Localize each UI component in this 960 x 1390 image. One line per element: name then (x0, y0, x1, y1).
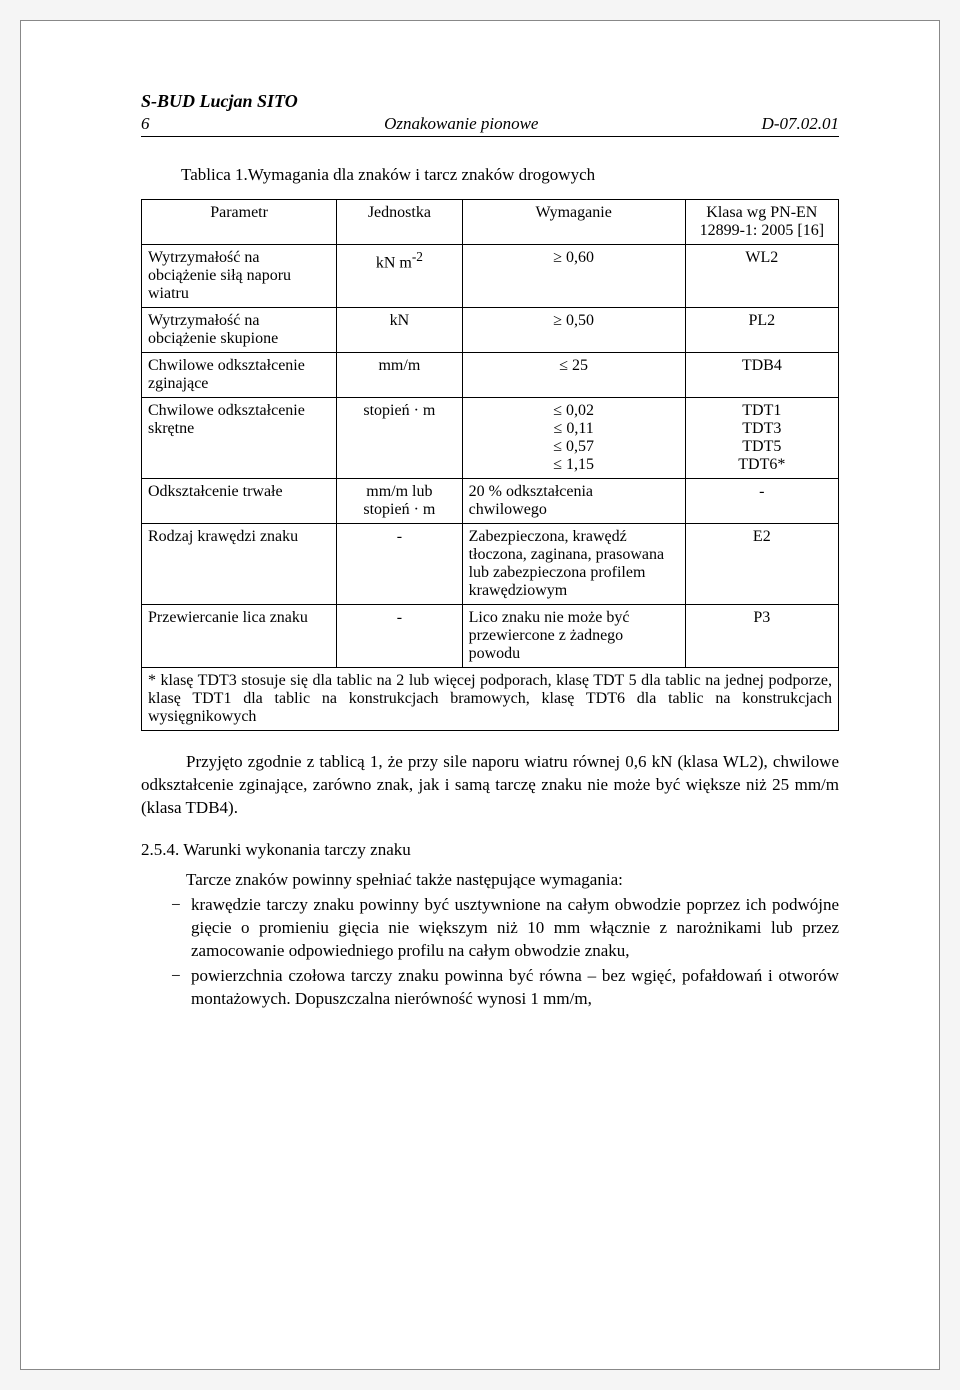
cell-class: TDT1TDT3TDT5TDT6* (685, 398, 838, 479)
cell-unit: - (337, 524, 462, 605)
list-intro: Tarcze znaków powinny spełniać także nas… (141, 870, 839, 890)
cell-req: ≤ 25 (462, 353, 685, 398)
requirements-list: krawędzie tarczy znaku powinny być uszty… (141, 894, 839, 1011)
table-caption: Tablica 1.Wymagania dla znaków i tarcz z… (181, 165, 839, 185)
cell-unit: mm/m lubstopień · m (337, 479, 462, 524)
table-row: Wytrzymałość na obciążenie siłą naporu w… (142, 245, 839, 308)
table-row: Przewiercanie lica znaku - Lico znaku ni… (142, 605, 839, 668)
doc-code: D-07.02.01 (762, 114, 839, 134)
table-row: Wytrzymałość na obciążenie skupione kN ≥… (142, 308, 839, 353)
table-footnote: * klasę TDT3 stosuje się dla tablic na 2… (142, 668, 839, 731)
cell-class: - (685, 479, 838, 524)
cell-req: Lico znaku nie może być przewiercone z ż… (462, 605, 685, 668)
cell-req: ≤ 0,02≤ 0,11≤ 0,57≤ 1,15 (462, 398, 685, 479)
cell-param: Przewiercanie lica znaku (142, 605, 337, 668)
page-number: 6 (141, 114, 161, 134)
col-unit: Jednostka (337, 200, 462, 245)
cell-param: Chwilowe odkształcenie zginające (142, 353, 337, 398)
table-row: Chwilowe odkształcenie skrętne stopień ·… (142, 398, 839, 479)
list-item: krawędzie tarczy znaku powinny być uszty… (141, 894, 839, 963)
cell-unit: - (337, 605, 462, 668)
document-page: S-BUD Lucjan SITO 6 Oznakowanie pionowe … (20, 20, 940, 1370)
cell-unit: kN (337, 308, 462, 353)
requirements-table: Parametr Jednostka Wymaganie Klasa wg PN… (141, 199, 839, 731)
page-header: S-BUD Lucjan SITO 6 Oznakowanie pionowe … (141, 91, 839, 137)
list-item: powierzchnia czołowa tarczy znaku powinn… (141, 965, 839, 1011)
cell-param: Wytrzymałość na obciążenie skupione (142, 308, 337, 353)
cell-req: ≥ 0,60 (462, 245, 685, 308)
cell-param: Chwilowe odkształcenie skrętne (142, 398, 337, 479)
cell-param: Wytrzymałość na obciążenie siłą naporu w… (142, 245, 337, 308)
company-name: S-BUD Lucjan SITO (141, 91, 839, 112)
table-header-row: Parametr Jednostka Wymaganie Klasa wg PN… (142, 200, 839, 245)
cell-req: Zabezpieczona, krawędź tłoczona, zaginan… (462, 524, 685, 605)
cell-class: PL2 (685, 308, 838, 353)
col-req: Wymaganie (462, 200, 685, 245)
cell-req: ≥ 0,50 (462, 308, 685, 353)
paragraph-1: Przyjęto zgodnie z tablicą 1, że przy si… (141, 751, 839, 820)
col-class: Klasa wg PN-EN 12899-1: 2005 [16] (685, 200, 838, 245)
cell-param: Rodzaj krawędzi znaku (142, 524, 337, 605)
doc-title: Oznakowanie pionowe (161, 114, 762, 134)
cell-unit: stopień · m (337, 398, 462, 479)
col-param: Parametr (142, 200, 337, 245)
cell-class: WL2 (685, 245, 838, 308)
table-footnote-row: * klasę TDT3 stosuje się dla tablic na 2… (142, 668, 839, 731)
cell-unit: kN m-2 (337, 245, 462, 308)
cell-unit: mm/m (337, 353, 462, 398)
table-row: Rodzaj krawędzi znaku - Zabezpieczona, k… (142, 524, 839, 605)
cell-param: Odkształcenie trwałe (142, 479, 337, 524)
table-row: Chwilowe odkształcenie zginające mm/m ≤ … (142, 353, 839, 398)
cell-class: P3 (685, 605, 838, 668)
cell-class: E2 (685, 524, 838, 605)
cell-req: 20 % odkształceniachwilowego (462, 479, 685, 524)
subsection-heading: 2.5.4. Warunki wykonania tarczy znaku (141, 840, 839, 860)
table-row: Odkształcenie trwałe mm/m lubstopień · m… (142, 479, 839, 524)
cell-class: TDB4 (685, 353, 838, 398)
